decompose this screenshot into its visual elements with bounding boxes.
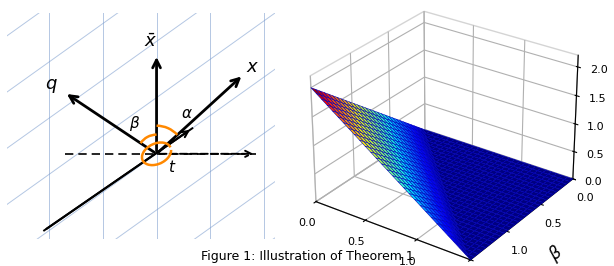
X-axis label: $\alpha$: $\alpha$: [359, 261, 377, 266]
Text: $\bar{x}$: $\bar{x}$: [144, 32, 157, 51]
Text: $q$: $q$: [45, 77, 58, 95]
Text: $x$: $x$: [246, 58, 259, 76]
Text: $t$: $t$: [168, 159, 176, 175]
Text: $\alpha$: $\alpha$: [181, 106, 193, 121]
Text: $\beta$: $\beta$: [129, 114, 141, 133]
Text: Figure 1: Illustration of Theorem 1: Figure 1: Illustration of Theorem 1: [201, 250, 413, 263]
Y-axis label: $\beta$: $\beta$: [544, 241, 567, 266]
